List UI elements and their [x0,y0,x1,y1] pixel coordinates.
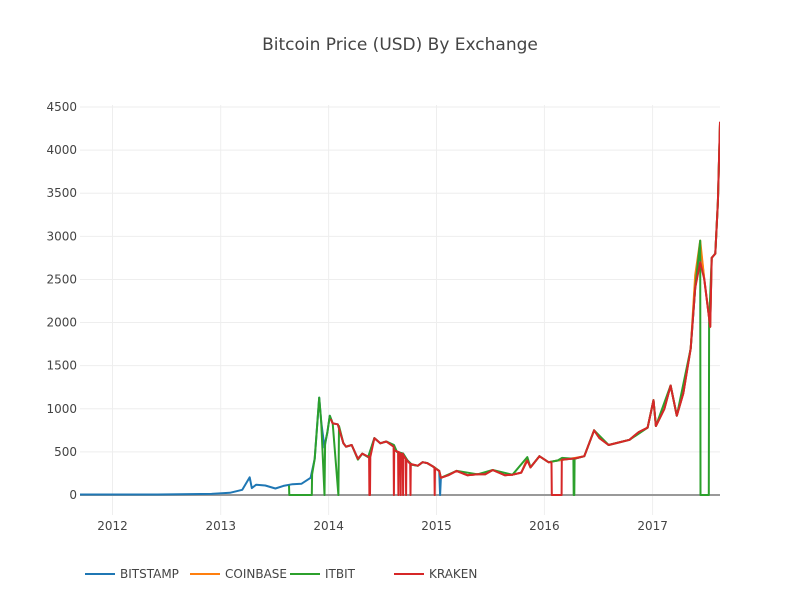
legend-label: COINBASE [225,567,287,581]
x-tick-label: 2013 [205,519,236,533]
y-tick-label: 2000 [46,316,77,330]
y-tick-label: 0 [69,488,77,502]
y-axis-ticks: 0 500 1000 1500 2000 2500 3000 3500 4000 4500 [46,100,77,502]
y-tick-label: 4000 [46,143,77,157]
legend-item-bitstamp[interactable]: BITSTAMP [85,567,179,581]
y-tick-label: 1500 [46,359,77,373]
legend-label: KRAKEN [429,567,477,581]
y-tick-label: 4500 [46,100,77,114]
legend-item-itbit[interactable]: ITBIT [290,567,356,581]
y-tick-label: 500 [54,445,77,459]
legend: BITSTAMP COINBASE ITBIT KRAKEN [85,567,477,581]
y-tick-label: 3500 [46,186,77,200]
x-tick-label: 2014 [313,519,344,533]
x-tick-label: 2016 [529,519,560,533]
x-tick-label: 2012 [97,519,128,533]
x-tick-label: 2017 [637,519,668,533]
series-line-kraken [329,121,720,496]
x-axis-ticks: 2012 2013 2014 2015 2016 2017 [97,519,668,533]
gridlines [80,105,720,515]
legend-label: ITBIT [325,567,356,581]
chart-title: Bitcoin Price (USD) By Exchange [262,35,538,55]
legend-label: BITSTAMP [120,567,179,581]
x-tick-label: 2015 [421,519,452,533]
y-tick-label: 1000 [46,402,77,416]
y-tick-label: 2500 [46,272,77,286]
y-tick-label: 3000 [46,229,77,243]
legend-item-coinbase[interactable]: COINBASE [190,567,287,581]
legend-item-kraken[interactable]: KRAKEN [394,567,477,581]
series-lines [80,121,720,496]
